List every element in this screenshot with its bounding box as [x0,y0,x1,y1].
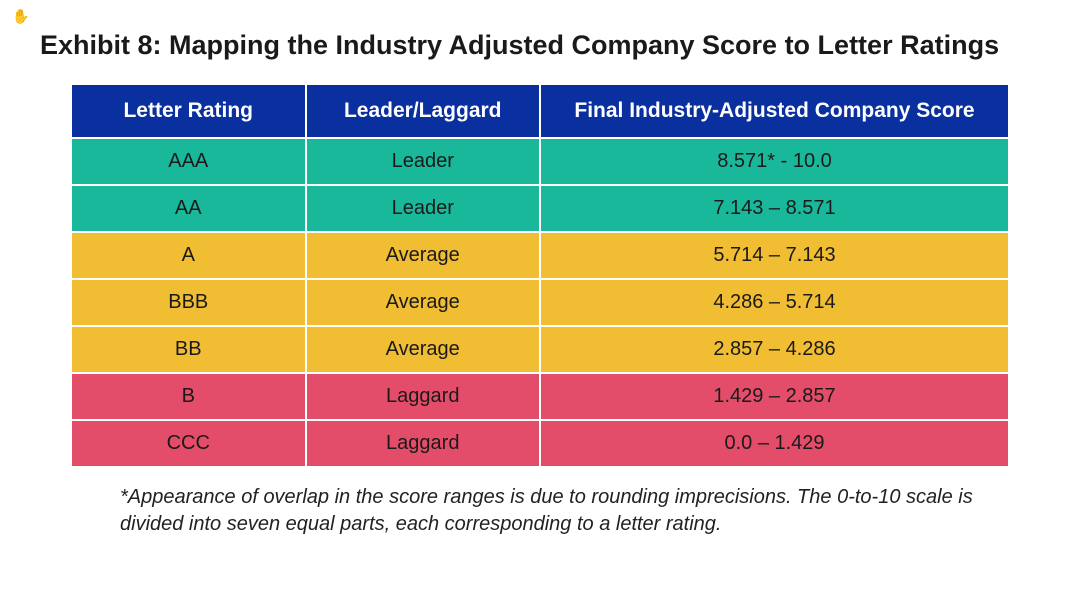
cell-score: 0.0 – 1.429 [540,420,1009,467]
table-row: AALeader7.143 – 8.571 [71,185,1009,232]
cell-letter-rating: AAA [71,138,306,185]
table-row: AAALeader8.571* - 10.0 [71,138,1009,185]
cell-score: 1.429 – 2.857 [540,373,1009,420]
cell-letter-rating: AA [71,185,306,232]
col-header-letter-rating: Letter Rating [71,84,306,138]
cell-letter-rating: CCC [71,420,306,467]
cell-score: 5.714 – 7.143 [540,232,1009,279]
cell-leader-laggard: Average [306,279,541,326]
cell-score: 8.571* - 10.0 [540,138,1009,185]
cell-letter-rating: B [71,373,306,420]
col-header-score: Final Industry-Adjusted Company Score [540,84,1009,138]
ratings-table: Letter Rating Leader/Laggard Final Indus… [70,83,1010,468]
cell-leader-laggard: Laggard [306,373,541,420]
table-header-row: Letter Rating Leader/Laggard Final Indus… [71,84,1009,138]
table-row: BLaggard1.429 – 2.857 [71,373,1009,420]
cell-leader-laggard: Leader [306,138,541,185]
table-row: BBAverage2.857 – 4.286 [71,326,1009,373]
cell-score: 4.286 – 5.714 [540,279,1009,326]
cell-score: 2.857 – 4.286 [540,326,1009,373]
footnote-text: *Appearance of overlap in the score rang… [120,484,980,538]
table-row: AAverage5.714 – 7.143 [71,232,1009,279]
cell-leader-laggard: Laggard [306,420,541,467]
cell-score: 7.143 – 8.571 [540,185,1009,232]
col-header-leader-laggard: Leader/Laggard [306,84,541,138]
ratings-table-container: Letter Rating Leader/Laggard Final Indus… [70,83,1010,468]
cell-letter-rating: BB [71,326,306,373]
table-row: CCCLaggard0.0 – 1.429 [71,420,1009,467]
hand-cursor-icon: ✋ [12,8,29,25]
cell-leader-laggard: Average [306,326,541,373]
table-row: BBBAverage4.286 – 5.714 [71,279,1009,326]
cell-leader-laggard: Leader [306,185,541,232]
exhibit-title: Exhibit 8: Mapping the Industry Adjusted… [40,30,1040,61]
cell-letter-rating: A [71,232,306,279]
cell-letter-rating: BBB [71,279,306,326]
cell-leader-laggard: Average [306,232,541,279]
